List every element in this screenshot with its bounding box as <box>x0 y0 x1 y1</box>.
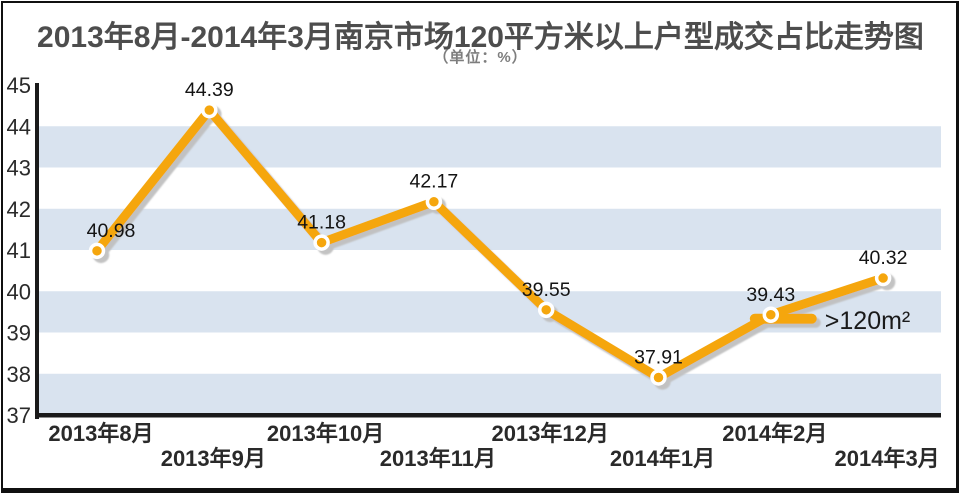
y-tick-label: 40 <box>7 279 31 304</box>
x-tick-label: 2013年12月 <box>491 421 608 446</box>
data-point-marker <box>762 306 780 324</box>
x-tick-label: 2014年1月 <box>610 446 715 471</box>
chart-title: 2013年8月-2014年3月南京市场120平方米以上户型成交占比走势图 <box>37 21 924 54</box>
data-point-label: 40.32 <box>859 247 908 269</box>
x-axis-line <box>35 413 941 418</box>
data-point-marker <box>88 242 106 260</box>
y-tick-label: 41 <box>7 238 31 263</box>
data-point-marker <box>201 101 218 119</box>
grid-band <box>39 208 941 250</box>
x-tick-label: 2013年9月 <box>161 446 266 471</box>
y-tick-label: 39 <box>7 321 31 346</box>
y-tick-label: 37 <box>7 403 31 428</box>
data-point-label: 39.43 <box>746 284 795 306</box>
x-tick-label: 2014年3月 <box>835 446 940 471</box>
grid-band <box>39 291 941 333</box>
data-point-marker <box>425 193 443 210</box>
data-point-label: 41.18 <box>297 212 346 234</box>
y-tick-label: 45 <box>7 73 31 98</box>
data-point-marker <box>313 234 330 251</box>
y-axis-line <box>35 83 39 419</box>
x-tick-label: 2013年10月 <box>267 421 384 446</box>
data-point-label: 39.55 <box>522 279 571 301</box>
chart-unit-label: （单位：%） <box>433 49 528 66</box>
y-tick-label: 44 <box>7 114 31 139</box>
grid-band <box>39 373 941 415</box>
y-tick-label: 42 <box>7 197 31 222</box>
trend-line <box>92 105 888 382</box>
data-point-label: 44.39 <box>185 79 234 101</box>
x-tick-label: 2014年2月 <box>722 421 827 446</box>
data-point-label: 40.98 <box>87 220 136 242</box>
series-key-label: >120m² <box>825 307 910 335</box>
y-tick-label: 43 <box>7 156 31 181</box>
data-point-marker <box>874 269 892 287</box>
x-tick-label: 2013年8月 <box>48 421 153 446</box>
data-point-label: 42.17 <box>409 171 458 193</box>
x-tick-label: 2013年11月 <box>380 446 496 471</box>
data-point-label: 37.91 <box>634 346 683 368</box>
y-tick-label: 38 <box>7 362 31 387</box>
series-group <box>88 101 892 386</box>
data-point-marker <box>537 301 555 319</box>
data-point-marker <box>650 369 667 386</box>
